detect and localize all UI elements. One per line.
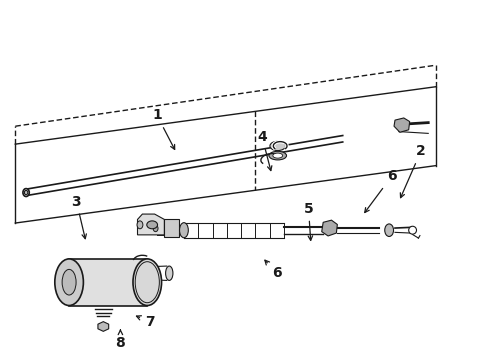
Text: 2: 2 [400,144,426,198]
Ellipse shape [153,225,158,231]
Text: 6: 6 [365,170,396,212]
Polygon shape [98,321,109,331]
Ellipse shape [62,269,76,295]
Text: 3: 3 [72,194,86,239]
FancyBboxPatch shape [69,259,147,306]
Text: 6: 6 [265,260,282,280]
Text: 7: 7 [137,315,154,329]
Ellipse shape [147,221,158,229]
Text: 4: 4 [257,130,272,171]
Ellipse shape [24,190,28,195]
Ellipse shape [137,221,143,229]
Polygon shape [138,214,164,235]
Ellipse shape [409,226,416,234]
Polygon shape [164,220,179,237]
Text: 1: 1 [152,108,174,149]
Ellipse shape [270,141,286,150]
Ellipse shape [133,259,162,306]
Polygon shape [322,220,337,236]
Polygon shape [394,118,410,132]
Text: 5: 5 [304,202,314,240]
Ellipse shape [269,151,287,160]
Ellipse shape [55,259,83,306]
Ellipse shape [273,153,283,158]
Text: 8: 8 [116,330,125,350]
Ellipse shape [23,189,29,197]
Ellipse shape [166,266,173,280]
Ellipse shape [385,224,393,237]
Ellipse shape [179,223,188,238]
